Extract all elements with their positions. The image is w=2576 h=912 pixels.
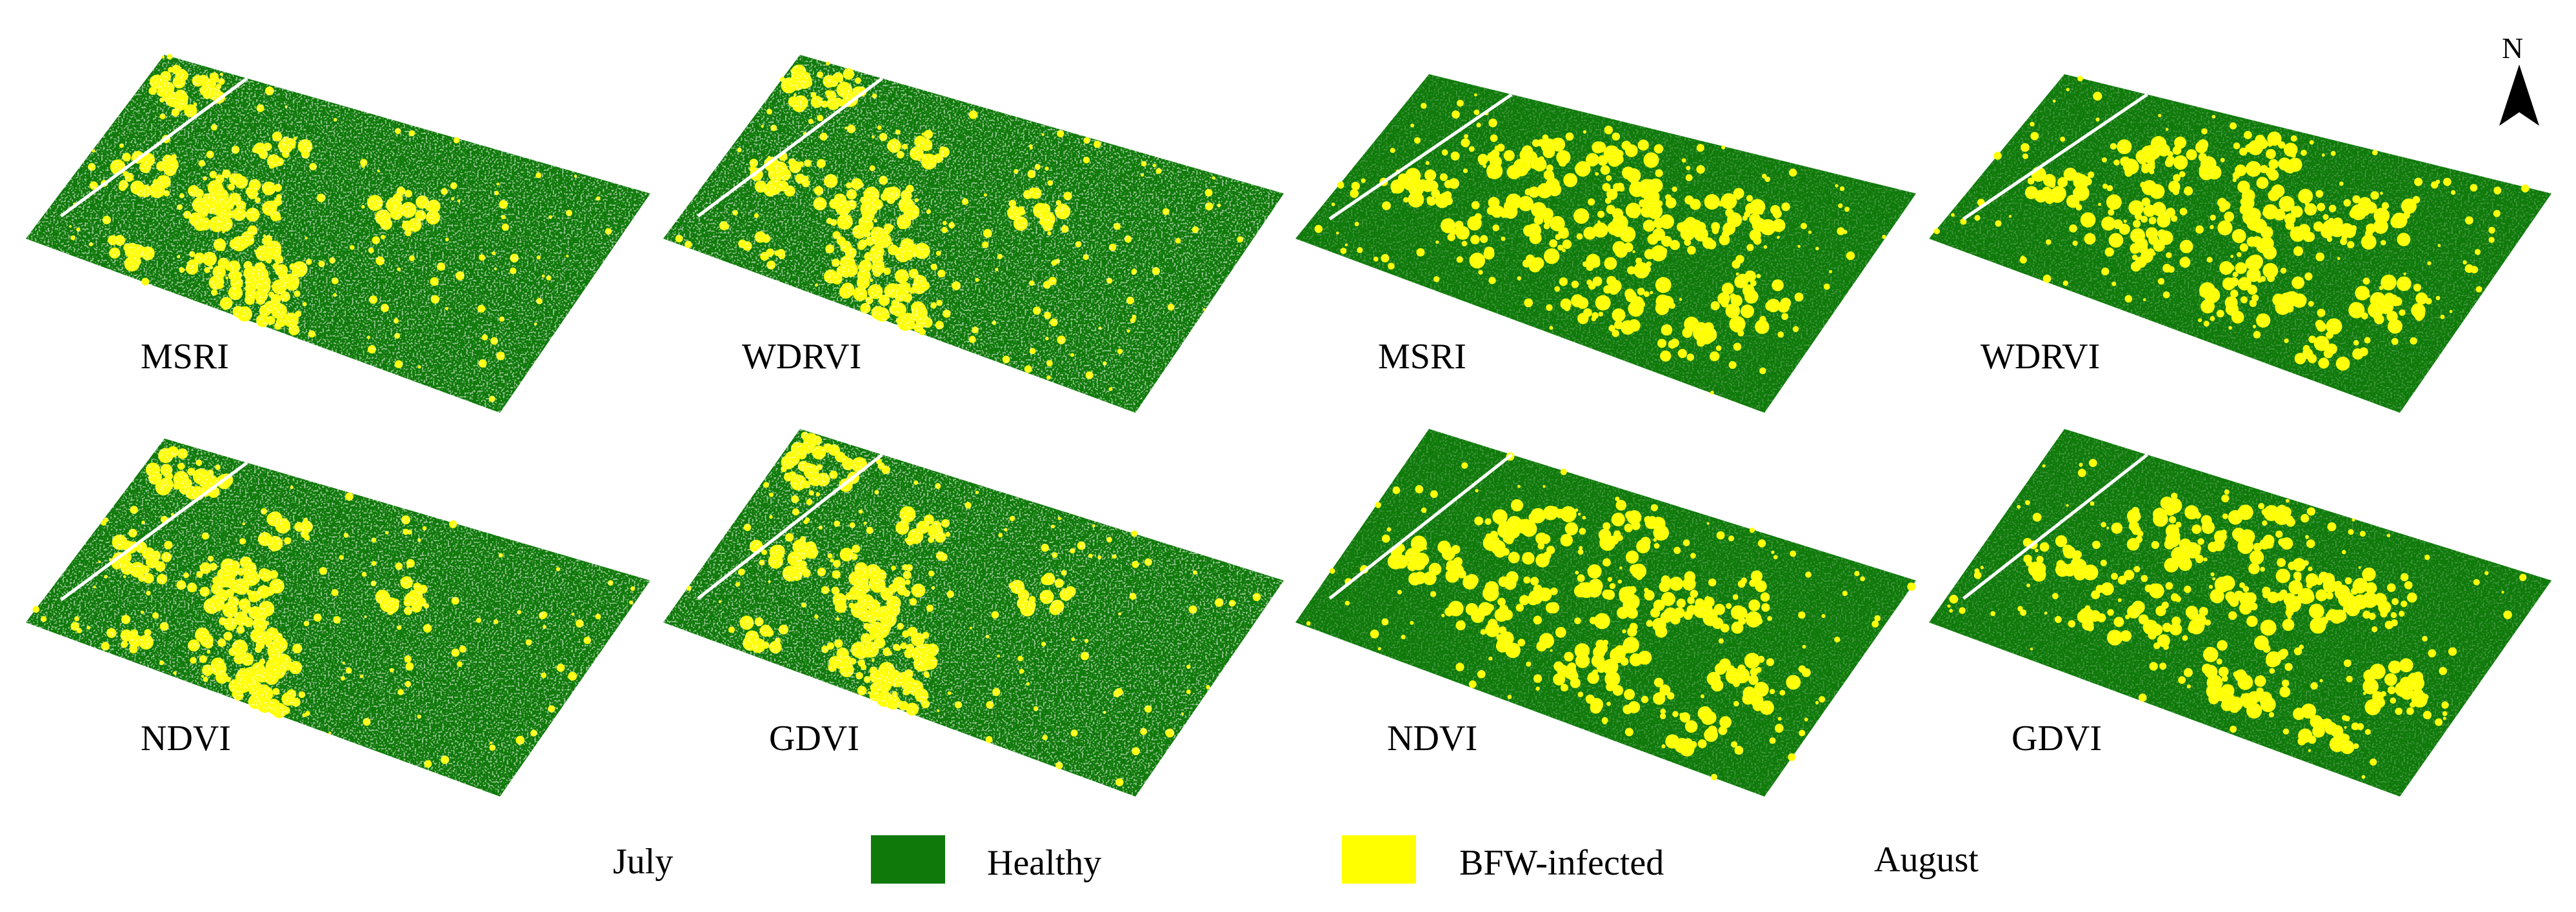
road-line (1328, 453, 1513, 600)
north-arrow-icon (2499, 64, 2539, 126)
road-line (1328, 93, 1513, 221)
classified-map-july-gdvi (663, 429, 1284, 797)
map-label-july-msri: MSRI (141, 337, 229, 377)
north-label: N (2502, 32, 2524, 64)
classified-map-august-wdrvi (1929, 74, 2551, 413)
pixel-texture (1929, 429, 2551, 797)
map-label-july-wdrvi: WDRVI (742, 337, 862, 377)
legend-july-label: July (613, 842, 674, 882)
road-line (697, 77, 883, 218)
road-line (1962, 93, 2148, 221)
legend-healthy-label: Healthy (987, 843, 1102, 883)
pixel-texture (1295, 74, 1916, 413)
road-line (1962, 453, 2148, 600)
road-line (59, 77, 248, 218)
classified-map-july-wdrvi (663, 55, 1284, 413)
classified-map-august-ndvi (1295, 429, 1916, 797)
road-line (697, 453, 884, 600)
map-label-july-ndvi: NDVI (141, 719, 231, 758)
map-label-august-msri: MSRI (1378, 337, 1466, 377)
map-label-august-wdrvi: WDRVI (1981, 337, 2101, 377)
pixel-texture (26, 55, 650, 413)
pixel-texture (1929, 74, 2551, 413)
legend-healthy-swatch (871, 835, 945, 884)
classified-map-july-msri (26, 54, 650, 413)
map-label-august-gdvi: GDVI (2012, 719, 2102, 758)
pixel-texture (663, 429, 1284, 797)
map-label-august-ndvi: NDVI (1387, 719, 1477, 758)
classified-map-august-msri (1295, 74, 1916, 413)
pixel-texture (26, 439, 650, 797)
pixel-texture (663, 55, 1284, 413)
legend-infected-label: BFW-infected (1459, 843, 1664, 883)
classified-map-july-ndvi (26, 439, 650, 797)
legend-august-label: August (1874, 840, 1979, 880)
map-label-july-gdvi: GDVI (769, 719, 859, 758)
road-line (59, 461, 248, 602)
pixel-texture (1295, 429, 1916, 797)
classified-map-august-gdvi (1929, 429, 2551, 797)
legend-infected-swatch (1342, 835, 1416, 884)
